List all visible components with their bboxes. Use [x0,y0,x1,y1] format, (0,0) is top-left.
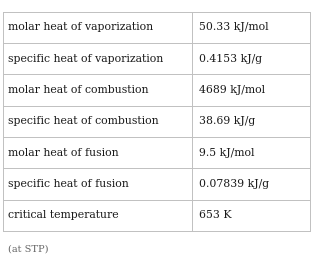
Text: 4689 kJ/mol: 4689 kJ/mol [199,85,265,95]
Text: molar heat of fusion: molar heat of fusion [8,148,118,158]
Text: specific heat of fusion: specific heat of fusion [8,179,129,189]
Text: molar heat of vaporization: molar heat of vaporization [8,22,153,32]
Text: critical temperature: critical temperature [8,210,118,220]
Text: (at STP): (at STP) [8,244,48,253]
Text: 38.69 kJ/g: 38.69 kJ/g [199,116,255,126]
Text: 0.07839 kJ/g: 0.07839 kJ/g [199,179,269,189]
Text: specific heat of combustion: specific heat of combustion [8,116,158,126]
Text: 9.5 kJ/mol: 9.5 kJ/mol [199,148,254,158]
Text: 50.33 kJ/mol: 50.33 kJ/mol [199,22,268,32]
Text: 653 K: 653 K [199,210,231,220]
Text: molar heat of combustion: molar heat of combustion [8,85,148,95]
Text: 0.4153 kJ/g: 0.4153 kJ/g [199,54,262,64]
Text: specific heat of vaporization: specific heat of vaporization [8,54,163,64]
